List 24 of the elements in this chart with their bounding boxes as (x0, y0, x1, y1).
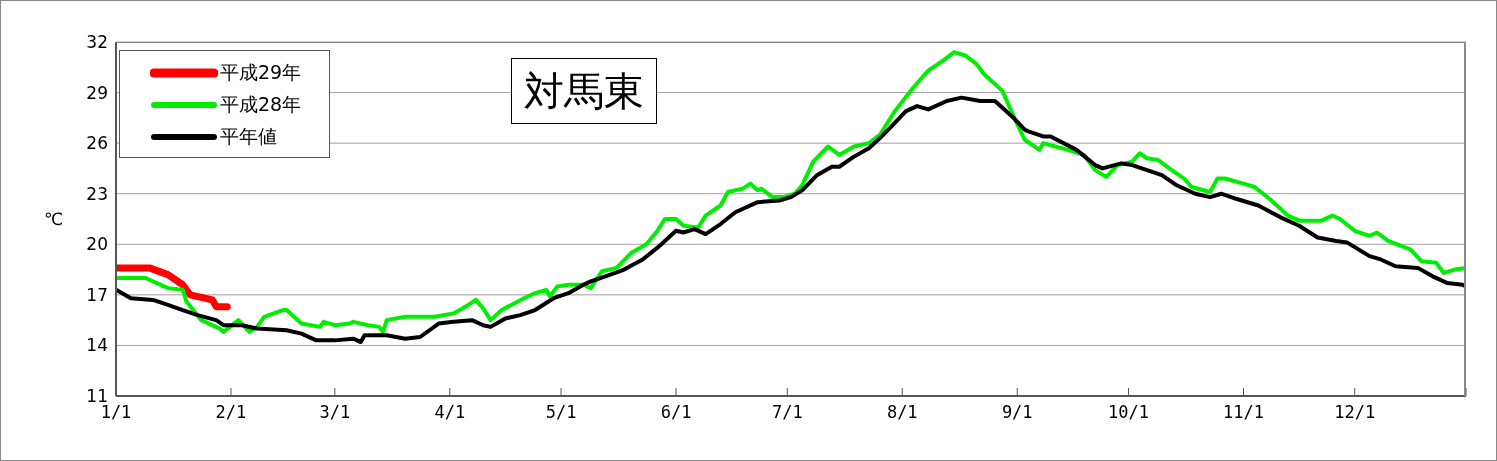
y-tick-label: 20 (86, 234, 108, 255)
legend-label: 平成28年 (220, 92, 302, 117)
x-tick-label: 12/1 (1334, 402, 1376, 423)
y-axis-title: ℃ (44, 209, 64, 230)
x-tick-label: 9/1 (1001, 402, 1033, 423)
text: 対馬東 (511, 58, 657, 124)
x-tick-label: 5/1 (545, 402, 577, 423)
x-tick-label: 11/1 (1223, 402, 1264, 423)
y-tick-label: 17 (86, 284, 108, 305)
y-tick-label: 32 (86, 32, 108, 53)
x-tick-label: 6/1 (660, 402, 692, 423)
legend-label: 平年値 (220, 124, 277, 149)
y-tick-label: 29 (86, 82, 108, 103)
y-tick-label: 26 (86, 133, 108, 154)
x-tick-label: 2/1 (215, 402, 247, 423)
legend-label: 平成29年 (220, 60, 302, 85)
x-tick-label: 3/1 (319, 402, 351, 423)
x-tick-label: 4/1 (434, 402, 466, 423)
x-tick-label: 1/1 (100, 402, 132, 423)
x-tick-label: 7/1 (771, 402, 803, 423)
x-tick-label: 10/1 (1108, 402, 1149, 423)
x-tick-label: 8/1 (886, 402, 918, 423)
y-tick-label: 14 (86, 335, 108, 356)
y-tick-label: 23 (86, 183, 108, 204)
